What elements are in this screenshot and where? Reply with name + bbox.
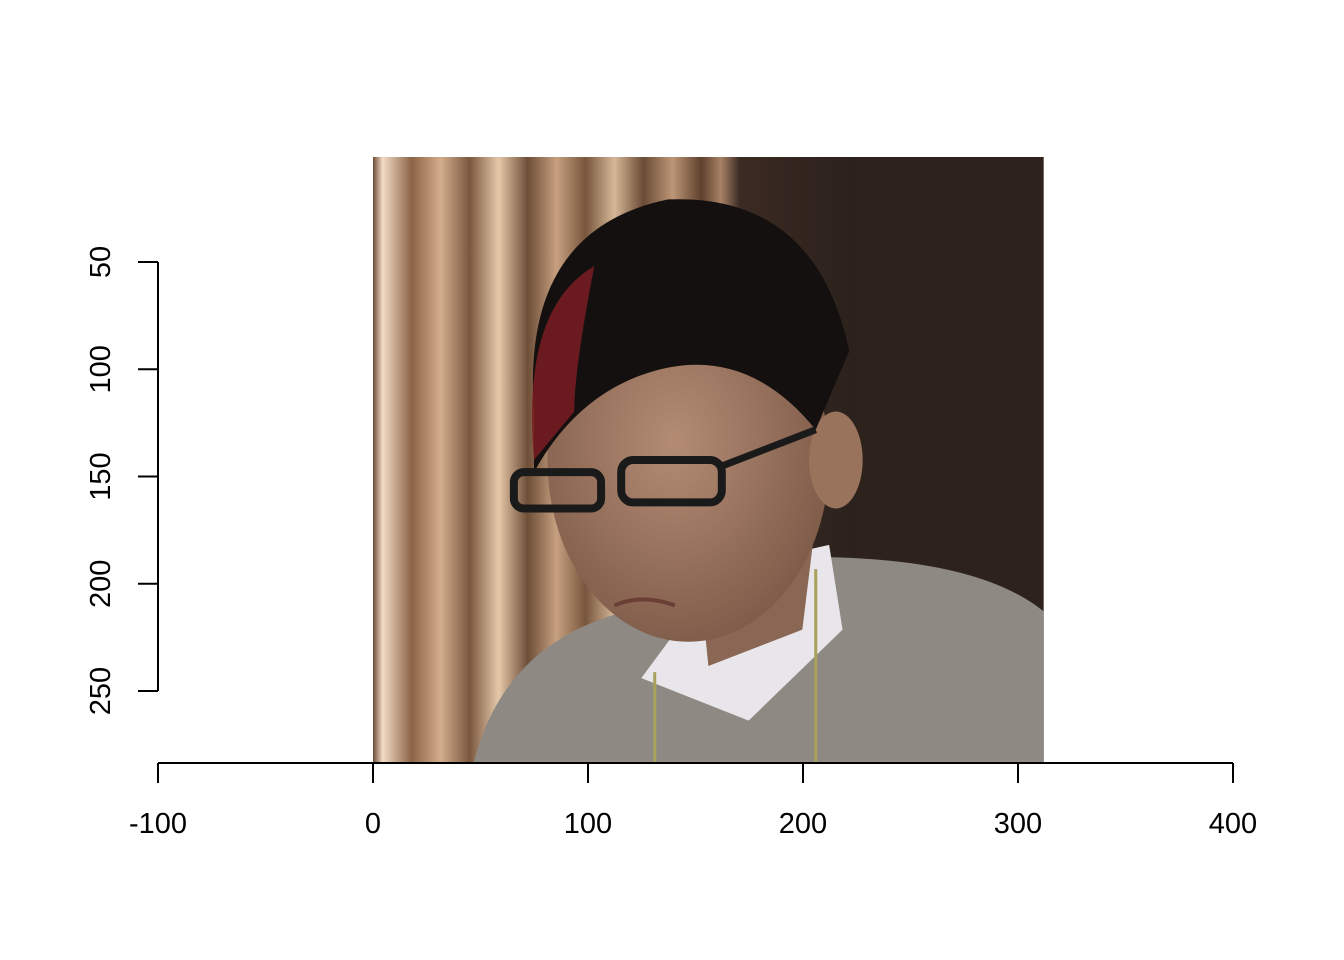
y-tick-label: 100 — [85, 345, 117, 393]
x-tick-label: 300 — [994, 808, 1042, 840]
hair-highlight — [531, 266, 595, 460]
glasses-arm — [720, 426, 817, 470]
mouth — [613, 597, 676, 608]
hair — [532, 199, 850, 473]
x-axis: -100 0 100 200 300 400 — [129, 762, 1257, 840]
x-tick-label: 0 — [365, 808, 381, 840]
y-tick-label: 150 — [85, 452, 117, 500]
x-tick-label: 400 — [1209, 808, 1257, 840]
ear — [809, 411, 863, 509]
glasses-left-lens — [509, 468, 606, 513]
y-tick-label: 50 — [85, 246, 117, 278]
lanyard — [653, 569, 818, 763]
y-tick-label: 200 — [85, 560, 117, 608]
glasses-right-lens — [617, 456, 726, 507]
x-tick-label: 200 — [779, 808, 827, 840]
image-raster — [373, 157, 1044, 763]
x-tick-label: -100 — [129, 808, 187, 840]
y-tick-label: 250 — [85, 667, 117, 715]
y-axis: 50 100 150 200 250 — [85, 246, 159, 715]
x-tick-label: 100 — [564, 808, 612, 840]
